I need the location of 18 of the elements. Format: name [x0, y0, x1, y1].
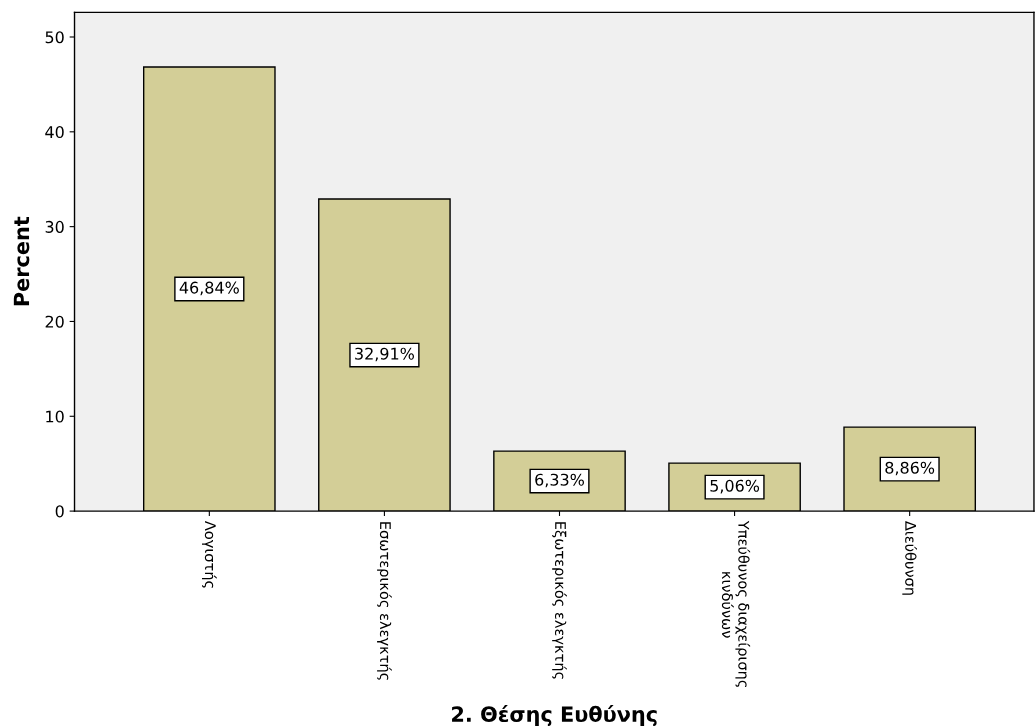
x-tick-label: Υπεύθυνος διαχείρισης κινδύνων — [721, 520, 751, 687]
y-axis-title: Percent — [13, 216, 30, 306]
y-tick-label: 40 — [45, 126, 64, 139]
y-tick-label: 50 — [45, 31, 64, 44]
data-label: 5,06% — [710, 479, 760, 494]
y-tick-label: 10 — [46, 410, 64, 423]
data-label: 32,91% — [355, 347, 414, 362]
x-tick-label: Διεύθυνση — [902, 520, 918, 595]
data-label: 46,84% — [179, 281, 239, 296]
x-tick-label: Λογιστής — [201, 520, 217, 588]
y-tick-label: 20 — [45, 315, 64, 328]
y-tick-label: 30 — [45, 220, 64, 233]
x-axis-title: 2. Θέσης Ευθύνης — [452, 705, 657, 726]
y-tick-label: 0 — [55, 505, 64, 518]
x-tick-label: Εσωτερικός ελεγκτής — [377, 522, 392, 680]
data-label: 8,86% — [885, 461, 935, 476]
data-label: 6,33% — [535, 473, 584, 488]
x-tick-label: Εξωτερικός ελεγκτής — [552, 522, 567, 679]
